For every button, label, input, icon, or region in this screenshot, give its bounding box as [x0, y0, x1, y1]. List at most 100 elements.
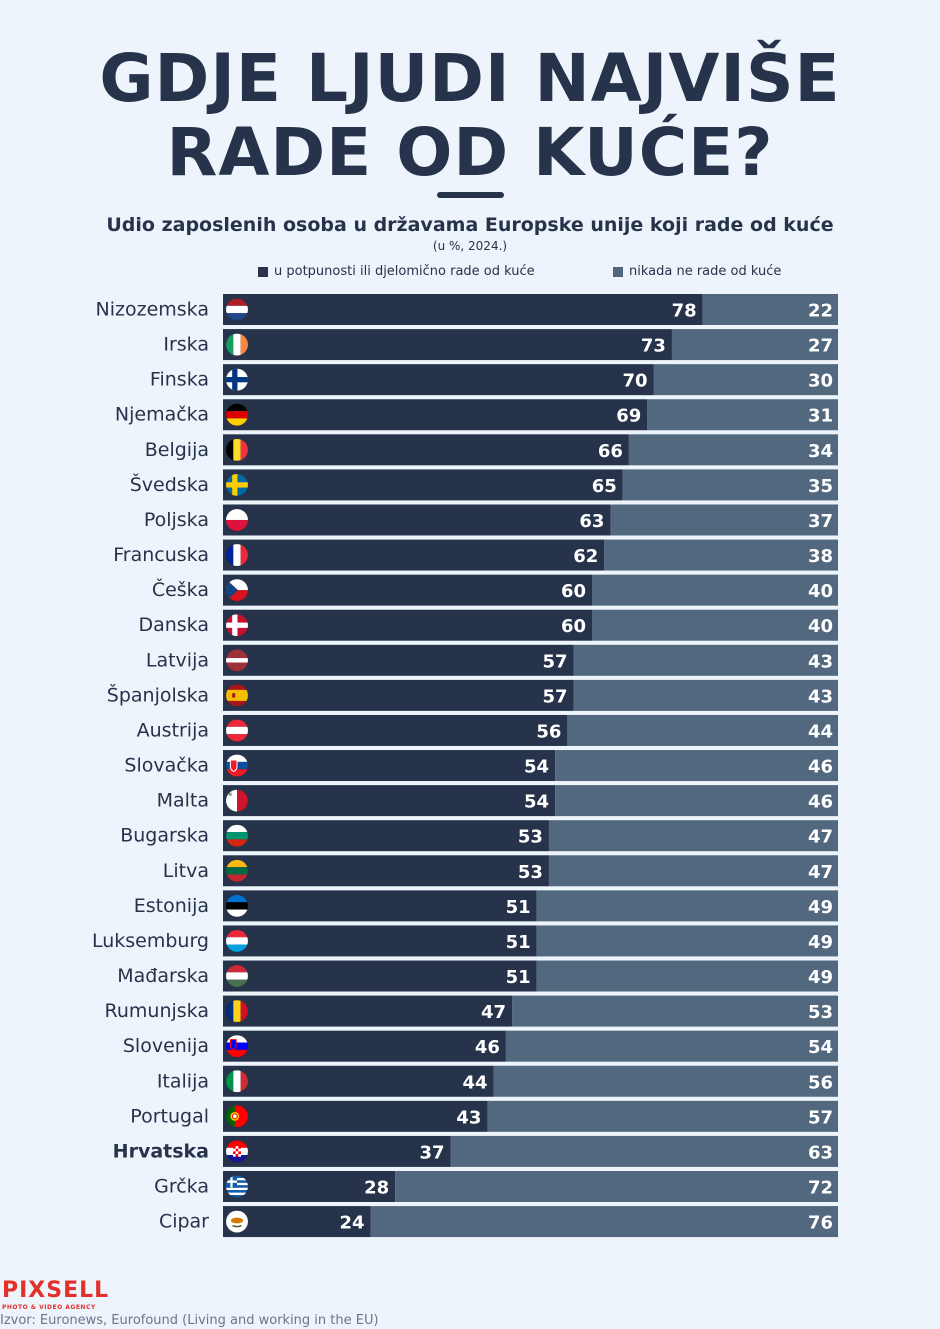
- value-label-home: 54: [524, 792, 549, 813]
- flag-lu-icon: [225, 929, 249, 953]
- flag-stripe: [226, 658, 248, 663]
- value-label-never: 40: [808, 581, 833, 602]
- flag-shield: [229, 1039, 237, 1051]
- value-label-home: 57: [542, 651, 567, 672]
- flag-outline: [225, 1105, 249, 1128]
- value-label-never: 38: [808, 546, 833, 567]
- category-label: Slovenija: [123, 1035, 209, 1057]
- flag-hu-icon: [225, 964, 249, 988]
- value-label-home: 24: [340, 1213, 365, 1234]
- flag-checker: [238, 1146, 241, 1149]
- value-label-never: 34: [808, 441, 833, 462]
- flag-stripe: [233, 333, 241, 356]
- value-label-home: 60: [561, 616, 586, 637]
- flag-stripe: [226, 298, 248, 306]
- bar-row: Estonija 51 49: [134, 890, 838, 922]
- flag-stripe: [226, 719, 248, 727]
- flag-outline: [225, 999, 249, 1023]
- bar-never: [493, 1065, 838, 1097]
- chart-note: (u %, 2024.): [432, 239, 508, 253]
- flag-si-shapes: [226, 1035, 248, 1058]
- flag-stripe: [226, 1192, 248, 1196]
- bar-row: Slovačka 54 46: [124, 750, 838, 782]
- bar-never: [647, 399, 838, 431]
- flag-lu-shapes: [226, 929, 248, 952]
- bar-row: Poljska 63 37: [144, 504, 838, 536]
- category-label: Latvija: [146, 649, 209, 671]
- flag-cross: [232, 614, 238, 637]
- flag-cy-shapes: [226, 1210, 248, 1233]
- flag-pt-shapes: [226, 1105, 248, 1128]
- bar-row: Belgija 66 34: [145, 434, 838, 466]
- flag-cz-shapes: [226, 579, 248, 602]
- flag-stripe: [226, 1035, 248, 1043]
- flag-pl-shapes: [226, 508, 248, 531]
- flag-outline: [225, 859, 249, 883]
- title-line-2: RADE OD KUĆE?: [166, 114, 774, 191]
- flag-stripe: [233, 1070, 241, 1093]
- bar-row: Bugarska 53 47: [120, 820, 838, 852]
- flag-outline: [225, 1210, 249, 1233]
- category-label: Belgija: [145, 439, 209, 461]
- flag-shield: [229, 759, 238, 773]
- legend-swatch-home: [258, 266, 268, 277]
- category-label: Malta: [157, 790, 209, 812]
- flag-stripe: [240, 1070, 248, 1093]
- value-label-never: 63: [808, 1142, 833, 1163]
- bar-row: Austrija 56 44: [137, 714, 838, 746]
- flag-ro-shapes: [226, 1000, 248, 1023]
- flag-checker: [238, 1151, 241, 1155]
- category-label: Luksemburg: [92, 930, 209, 952]
- flag-stripe: [226, 1195, 248, 1198]
- legend-item-home: u potpunosti ili djelomično rade od kuće: [258, 264, 535, 279]
- bar-never: [450, 1135, 838, 1167]
- flag-checker: [233, 1148, 236, 1152]
- flag-lt-shapes: [226, 859, 248, 882]
- bar-home: [223, 1171, 396, 1202]
- flag-it-shapes: [226, 1070, 248, 1093]
- bar-row: Cipar 24 76: [159, 1206, 838, 1238]
- value-label-home: 63: [579, 511, 604, 532]
- flag-stripe: [226, 305, 248, 314]
- bar-home: [223, 714, 568, 746]
- flag-cross: [232, 473, 238, 496]
- flag-checker: [235, 1151, 239, 1155]
- value-label-home: 70: [622, 371, 647, 392]
- bar-home: [223, 434, 629, 466]
- legend-swatch-never: [613, 266, 623, 277]
- flag-stripe: [233, 544, 241, 567]
- category-label: Bugarska: [120, 825, 209, 847]
- bar-row: Hrvatska 37 63: [113, 1135, 838, 1167]
- value-label-never: 40: [808, 616, 833, 637]
- flag-olive: [232, 1224, 242, 1228]
- flag-it-icon: [225, 1069, 249, 1093]
- flag-stripe: [226, 403, 248, 412]
- bar-home: [223, 925, 537, 957]
- value-label-never: 53: [808, 1002, 833, 1023]
- flag-pl-icon: [225, 508, 249, 532]
- bar-home: [223, 960, 537, 992]
- flag-cross: [230, 1175, 233, 1188]
- flag-stripe: [226, 418, 248, 426]
- flag-fr-icon: [225, 543, 249, 567]
- flag-stripe: [226, 1070, 234, 1093]
- flag-outline: [225, 473, 249, 497]
- flag-checker: [235, 1154, 239, 1157]
- flag-outline: [225, 578, 249, 602]
- flag-outline: [225, 824, 249, 848]
- bar-home: [223, 1030, 506, 1062]
- value-label-never: 49: [808, 897, 833, 918]
- bar-home: [223, 679, 574, 711]
- flag-island: [230, 1217, 244, 1224]
- value-label-never: 49: [808, 932, 833, 953]
- flag-dk-shapes: [226, 614, 248, 637]
- value-label-home: 28: [364, 1178, 389, 1199]
- value-label-never: 49: [808, 967, 833, 988]
- flag-outline: [225, 1140, 249, 1163]
- bar-never: [610, 504, 838, 536]
- flag-checker: [235, 1146, 239, 1149]
- flag-cy-icon: [225, 1210, 249, 1233]
- flag-stripe: [226, 824, 248, 833]
- value-label-never: 43: [808, 651, 833, 672]
